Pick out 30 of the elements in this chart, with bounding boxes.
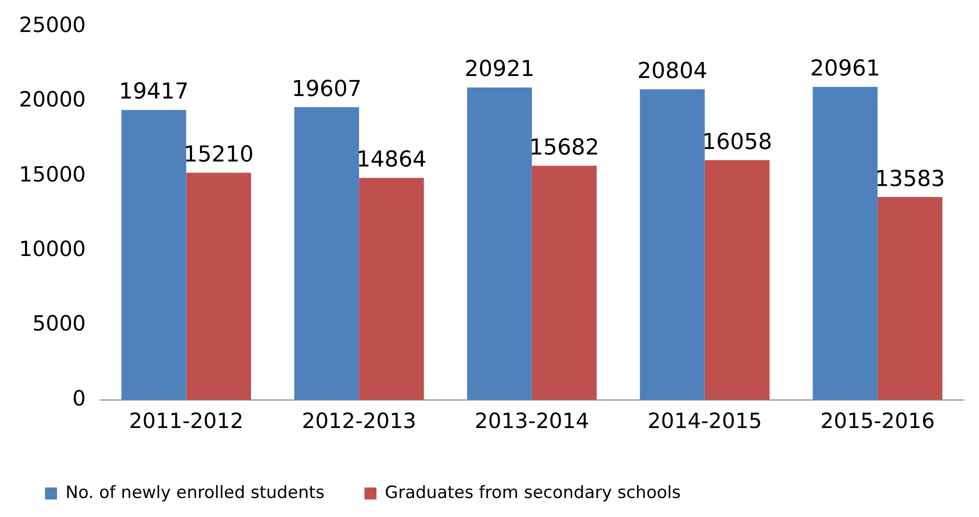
data-label: 19607 [292, 76, 362, 102]
y-tick-label: 10000 [18, 236, 86, 261]
x-tick-label: 2012-2013 [302, 408, 416, 433]
bar [121, 110, 186, 400]
y-tick-label: 20000 [18, 88, 86, 112]
legend-label: Graduates from secondary schools [384, 482, 681, 503]
bar [704, 160, 770, 400]
bar [640, 89, 705, 400]
bar [186, 172, 252, 400]
y-tick-label: 25000 [18, 13, 86, 38]
y-tick-label: 15000 [18, 162, 86, 186]
y-tick-label: 0 [72, 386, 86, 410]
data-label: 15210 [184, 142, 254, 168]
bar [532, 166, 597, 400]
bar [878, 197, 942, 400]
data-label: 16058 [702, 130, 772, 155]
data-label: 20961 [810, 56, 880, 82]
x-tick-label: 2013-2014 [474, 408, 590, 433]
bar [812, 86, 878, 400]
data-label: 19417 [118, 80, 189, 105]
bar [467, 87, 532, 400]
data-label: 20921 [464, 57, 534, 82]
y-tick-label: 5000 [32, 312, 86, 336]
bar [359, 178, 424, 400]
legend-label: No. of newly enrolled students [66, 482, 325, 503]
data-label: 20804 [637, 58, 708, 84]
bar [294, 107, 360, 400]
x-tick-label: 2015-2016 [820, 408, 935, 433]
x-tick-label: 2014-2015 [648, 408, 762, 433]
x-tick-label: 2011-2012 [128, 408, 244, 433]
